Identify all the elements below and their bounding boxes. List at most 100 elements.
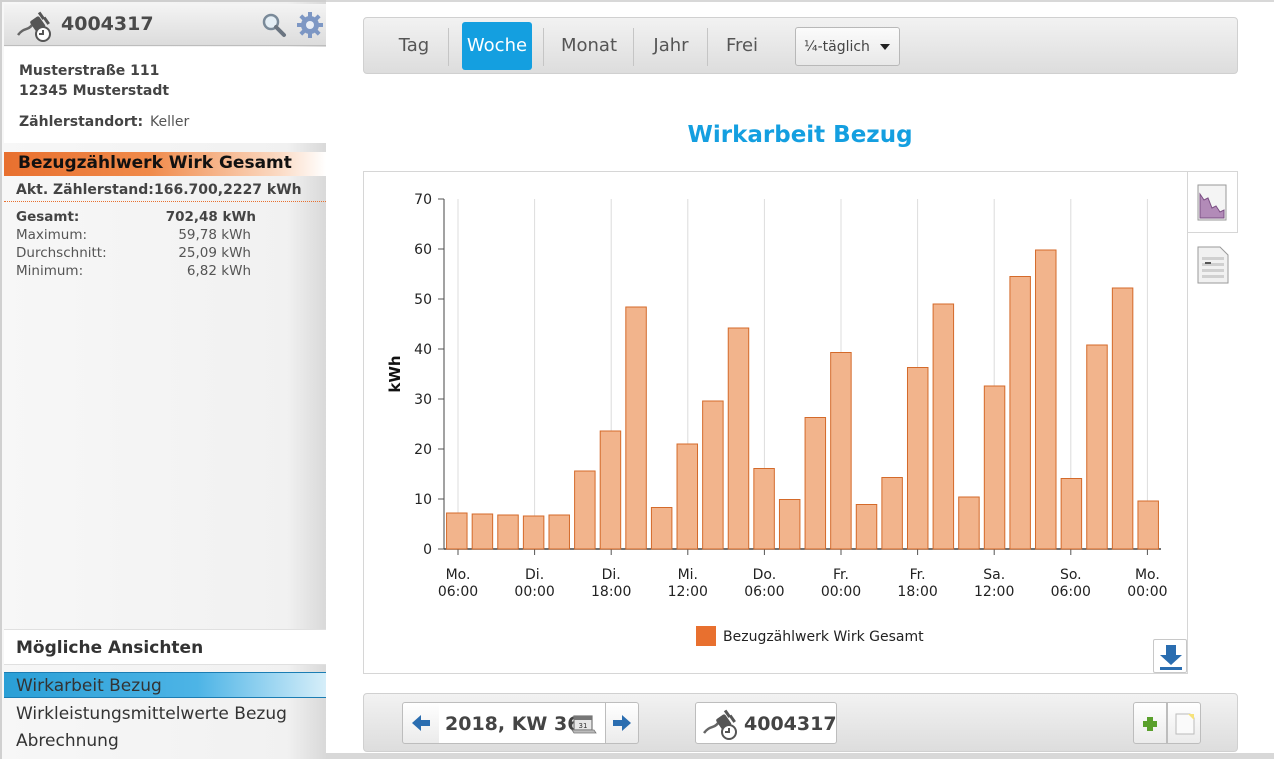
bar bbox=[1035, 249, 1057, 550]
bar bbox=[625, 306, 647, 550]
view-item-abrechnung[interactable]: Abrechnung bbox=[4, 728, 326, 754]
legend-label: Bezugzählwerk Wirk Gesamt bbox=[723, 629, 924, 645]
address-city: 12345 Musterstadt bbox=[19, 83, 170, 99]
y-tick-label: 10 bbox=[414, 492, 432, 508]
stat-label: Minimum: bbox=[16, 263, 84, 279]
location-value: Keller bbox=[150, 114, 190, 130]
bar bbox=[958, 496, 980, 550]
view-item-label: Abrechnung bbox=[16, 731, 119, 751]
meter-selector[interactable]: 4004317 bbox=[695, 702, 837, 744]
bar bbox=[778, 499, 801, 550]
period-tabs-bar: Tag Woche Monat Jahr Frei ¼-täglich bbox=[363, 17, 1238, 74]
reading-label: Akt. Zählerstand: bbox=[16, 182, 154, 198]
view-item-wirkarbeit-bezug[interactable]: Wirkarbeit Bezug bbox=[4, 672, 326, 698]
location-label: Zählerstandort: bbox=[19, 114, 144, 130]
gear-icon[interactable] bbox=[295, 10, 325, 40]
bar bbox=[932, 303, 955, 550]
stat-minimum: Minimum: 6,82 kWh bbox=[16, 263, 251, 281]
x-tick-label: 18:00 bbox=[591, 584, 631, 600]
download-button[interactable] bbox=[1153, 639, 1187, 673]
y-tick-label: 40 bbox=[414, 342, 432, 358]
stat-value: 59,78 kWh bbox=[178, 227, 251, 243]
y-axis-label: kWh bbox=[386, 355, 404, 392]
bar bbox=[804, 417, 827, 550]
stat-average: Durchschnitt: 25,09 kWh bbox=[16, 245, 251, 263]
x-tick-label: Mo. bbox=[446, 567, 471, 583]
sidebar: 4004317 Musterstraße 111 12345 Mustersta… bbox=[0, 0, 326, 759]
add-button[interactable] bbox=[1133, 702, 1167, 744]
current-reading: Akt. Zählerstand: 166.700,2227 kWh bbox=[4, 178, 326, 202]
x-tick-label: Mi. bbox=[678, 567, 698, 583]
x-tick-label: 12:00 bbox=[668, 584, 708, 600]
view-item-label: Wirkleistungsmittelwerte Bezug bbox=[16, 704, 287, 724]
bar bbox=[753, 468, 775, 550]
stat-value: 702,48 kWh bbox=[165, 209, 256, 225]
chevron-down-icon bbox=[880, 44, 890, 50]
svg-text:31: 31 bbox=[579, 722, 588, 730]
next-period-button[interactable] bbox=[605, 702, 639, 744]
legend-swatch bbox=[696, 626, 716, 646]
tab-divider bbox=[707, 28, 708, 66]
table-view-button[interactable] bbox=[1188, 233, 1238, 295]
tab-woche[interactable]: Woche bbox=[462, 22, 532, 70]
note-icon bbox=[1175, 713, 1195, 735]
bar bbox=[906, 367, 929, 550]
sidebar-header: 4004317 bbox=[4, 4, 326, 46]
views-header: Mögliche Ansichten bbox=[4, 629, 326, 665]
period-navigator: 2018, KW 36 31 bbox=[402, 702, 639, 744]
period-picker[interactable]: 2018, KW 36 31 bbox=[439, 702, 605, 744]
meter-id: 4004317 bbox=[61, 13, 154, 35]
download-icon bbox=[1160, 645, 1182, 670]
bar bbox=[830, 352, 852, 550]
views-title: Mögliche Ansichten bbox=[16, 638, 204, 658]
tab-tag[interactable]: Tag bbox=[398, 35, 430, 56]
resolution-dropdown[interactable]: ¼-täglich bbox=[795, 27, 900, 66]
bar bbox=[702, 400, 724, 550]
x-tick-label: 00:00 bbox=[1127, 584, 1167, 600]
stat-value: 25,09 kWh bbox=[178, 245, 251, 261]
stat-label: Maximum: bbox=[16, 227, 88, 243]
table-icon bbox=[1197, 246, 1229, 284]
x-tick-label: 18:00 bbox=[897, 584, 937, 600]
resolution-value: ¼-täglich bbox=[804, 39, 870, 55]
chart-view-toggle bbox=[1188, 171, 1238, 291]
x-tick-label: 06:00 bbox=[438, 584, 478, 600]
tab-divider bbox=[633, 28, 634, 66]
search-icon[interactable] bbox=[261, 12, 287, 38]
stat-label: Durchschnitt: bbox=[16, 245, 107, 261]
bar bbox=[727, 327, 750, 550]
bar bbox=[983, 385, 1006, 550]
previous-period-button[interactable] bbox=[402, 702, 440, 744]
bar bbox=[1137, 500, 1159, 550]
bar bbox=[881, 477, 903, 550]
meter-chip-id: 4004317 bbox=[744, 713, 837, 735]
new-note-button[interactable] bbox=[1167, 702, 1201, 744]
x-tick-label: Mo. bbox=[1135, 567, 1160, 583]
tab-monat[interactable]: Monat bbox=[560, 35, 618, 56]
x-tick-label: 06:00 bbox=[744, 584, 784, 600]
view-item-wirkleistungsmittelwerte-bezug[interactable]: Wirkleistungsmittelwerte Bezug bbox=[4, 701, 326, 727]
x-tick-label: 00:00 bbox=[821, 584, 861, 600]
bar-chart: Mo.06:00Di.00:00Di.18:00Mi.12:00Do.06:00… bbox=[386, 192, 1168, 646]
chart-panel: Mo. 06:00 Di. 00:00 Di. 18:00 Mi. 12:00 Do. 06:00… bbox=[363, 171, 1188, 674]
bar bbox=[471, 513, 494, 550]
reading-value: 166.700,2227 kWh bbox=[154, 182, 302, 198]
chart-icon bbox=[1197, 184, 1227, 221]
meter-info: Musterstraße 111 12345 Musterstadt Zähle… bbox=[4, 47, 326, 143]
register-title-text: Bezugzählwerk Wirk Gesamt bbox=[18, 153, 292, 173]
tab-jahr[interactable]: Jahr bbox=[653, 35, 689, 56]
tab-divider bbox=[448, 28, 449, 66]
tab-frei[interactable]: Frei bbox=[725, 35, 759, 56]
x-tick-label: 12:00 bbox=[974, 584, 1014, 600]
bar bbox=[497, 514, 519, 550]
y-tick-label: 60 bbox=[414, 242, 432, 258]
bar bbox=[548, 514, 570, 550]
x-tick-label: 06:00 bbox=[1051, 584, 1091, 600]
bar bbox=[574, 470, 596, 550]
bar bbox=[855, 504, 878, 550]
bar bbox=[650, 507, 673, 550]
y-tick-label: 20 bbox=[414, 442, 432, 458]
bar bbox=[1086, 344, 1108, 550]
address-street: Musterstraße 111 bbox=[19, 63, 160, 79]
chart-view-button[interactable] bbox=[1188, 171, 1238, 233]
